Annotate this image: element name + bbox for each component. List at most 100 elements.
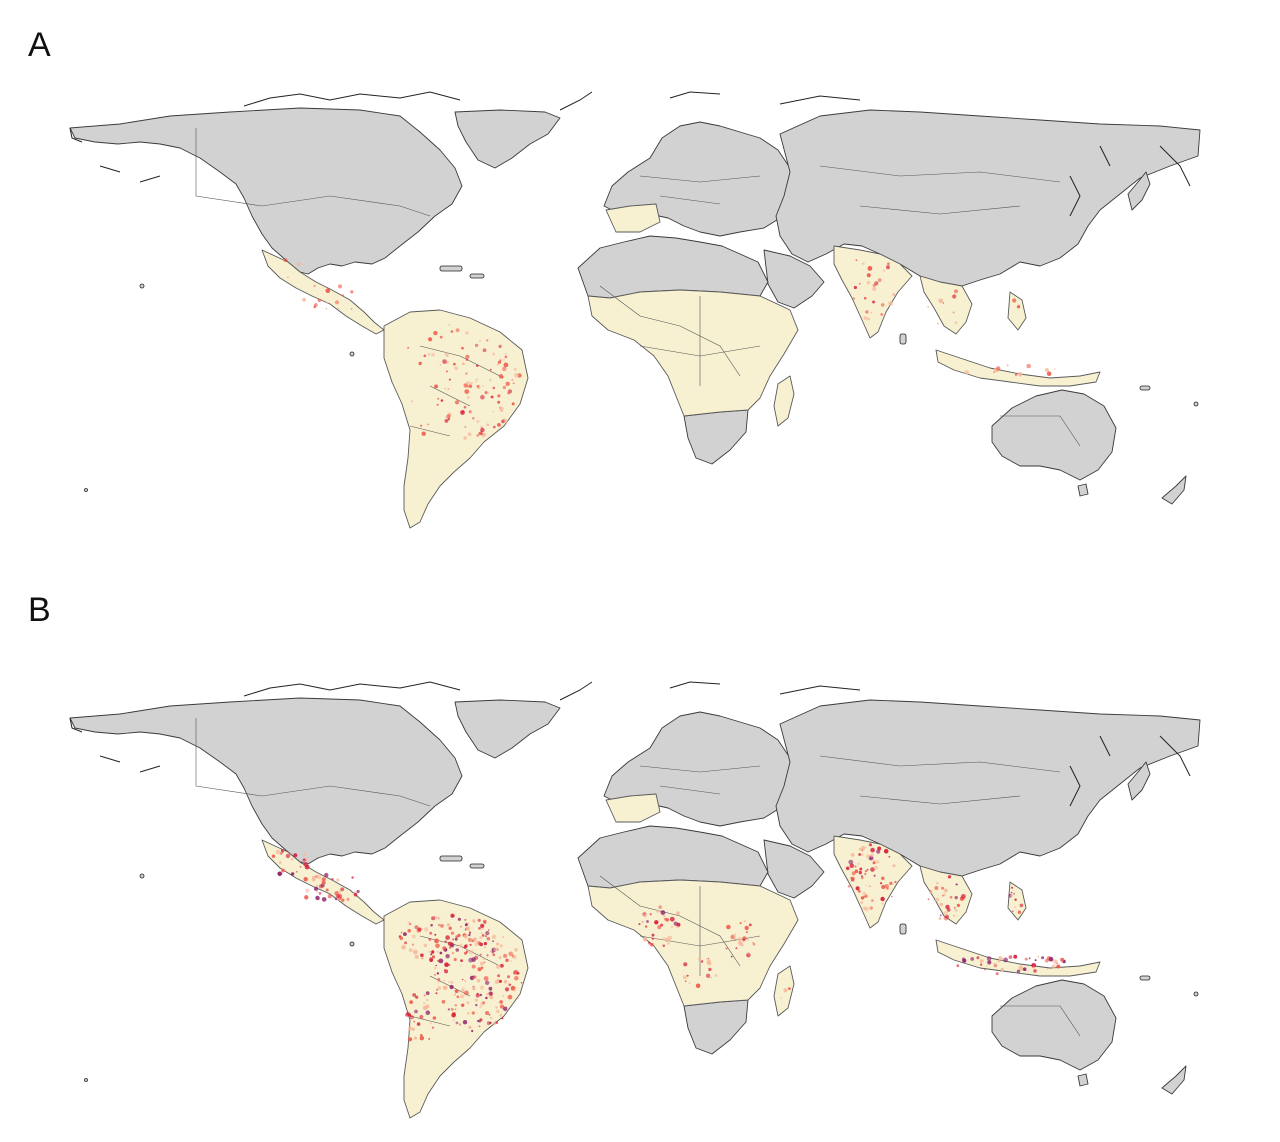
risk-dot [444, 969, 449, 974]
risk-dot [435, 992, 438, 995]
risk-dot [497, 974, 501, 978]
risk-dot [873, 865, 878, 871]
risk-dot [954, 895, 958, 900]
risk-dot [862, 262, 865, 265]
risk-dot [873, 874, 876, 877]
risk-dot [472, 919, 476, 923]
risk-dot [1060, 957, 1065, 962]
risk-dot [660, 923, 664, 927]
risk-dot [429, 1022, 432, 1025]
risk-dot [447, 388, 450, 390]
risk-dot [884, 884, 889, 889]
risk-dot [497, 400, 501, 404]
risk-dot [880, 303, 885, 307]
risk-dot [457, 917, 461, 921]
risk-dot [275, 849, 281, 855]
risk-dot [1010, 894, 1013, 898]
risk-dot [453, 362, 456, 366]
arabia [763, 249, 825, 309]
risk-dot [865, 846, 867, 848]
risk-dot [464, 389, 470, 394]
risk-dot [485, 1011, 490, 1015]
risk-dot [408, 948, 413, 953]
risk-dot [473, 975, 477, 979]
world-map-a [69, 91, 1201, 529]
risk-dot [454, 937, 458, 941]
risk-dot [496, 1009, 500, 1014]
risk-dot [863, 316, 868, 320]
risk-dot [497, 423, 501, 427]
risk-dot [434, 938, 439, 944]
risk-dot [742, 938, 746, 942]
risk-dot [942, 302, 945, 304]
southeast-asia [919, 865, 973, 925]
risk-dot [726, 924, 731, 930]
risk-dot [405, 1013, 409, 1017]
risk-dot [889, 881, 893, 885]
risk-dot [422, 1005, 428, 1011]
greenland [454, 699, 561, 759]
risk-dot [883, 848, 889, 854]
risk-dot [313, 305, 317, 309]
risk-dot [1013, 906, 1016, 909]
risk-dot [464, 918, 467, 921]
risk-dot [466, 381, 470, 385]
risk-dot [436, 950, 439, 953]
risk-dot [450, 931, 455, 935]
risk-dot [744, 925, 749, 931]
risk-dot [499, 979, 502, 983]
risk-dot [498, 956, 502, 959]
risk-dot [883, 269, 886, 272]
risk-dot [929, 891, 932, 894]
risk-dot [463, 405, 467, 409]
risk-dot [737, 936, 742, 942]
risk-dot [302, 297, 306, 302]
risk-dot [428, 950, 431, 953]
risk-dot [299, 865, 302, 868]
risk-dot [752, 942, 754, 944]
risk-dot [857, 862, 860, 866]
philippines [1007, 291, 1027, 331]
asia [775, 699, 1201, 877]
risk-dot [427, 423, 430, 426]
risk-dot [439, 335, 443, 339]
risk-dot [669, 916, 675, 922]
risk-dot [286, 276, 289, 279]
risk-dot [952, 294, 957, 299]
risk-dot [421, 957, 424, 960]
risk-dot [441, 999, 446, 1004]
risk-dot [858, 282, 861, 285]
risk-dot [517, 997, 519, 1000]
risk-dot [316, 874, 322, 880]
risk-dot [459, 994, 465, 999]
risk-dot [502, 1006, 508, 1012]
risk-dot [872, 300, 876, 304]
risk-dot [452, 938, 455, 941]
risk-dot [513, 367, 517, 371]
risk-dot [651, 933, 655, 937]
greenland [454, 109, 561, 169]
risk-dot [489, 368, 492, 371]
risk-dot [1012, 298, 1017, 303]
risk-dot [490, 396, 493, 399]
risk-dot [464, 979, 467, 982]
risk-dot [1014, 898, 1017, 901]
risk-dot [321, 880, 326, 885]
risk-dot [445, 416, 448, 419]
risk-dot [863, 895, 866, 898]
world-map-panel-b [0, 676, 1280, 1136]
risk-dot [485, 993, 489, 996]
risk-dot [514, 975, 519, 981]
risk-dot [461, 987, 465, 991]
risk-dot [700, 960, 704, 963]
risk-dot [453, 957, 457, 962]
risk-dot [476, 978, 481, 983]
risk-dot [475, 993, 480, 998]
risk-dot [480, 966, 484, 970]
risk-dot [421, 928, 423, 930]
risk-dot [451, 1012, 456, 1018]
risk-dot [316, 890, 319, 893]
risk-dot [480, 923, 485, 928]
risk-dot [401, 944, 406, 950]
risk-dot [494, 979, 499, 985]
